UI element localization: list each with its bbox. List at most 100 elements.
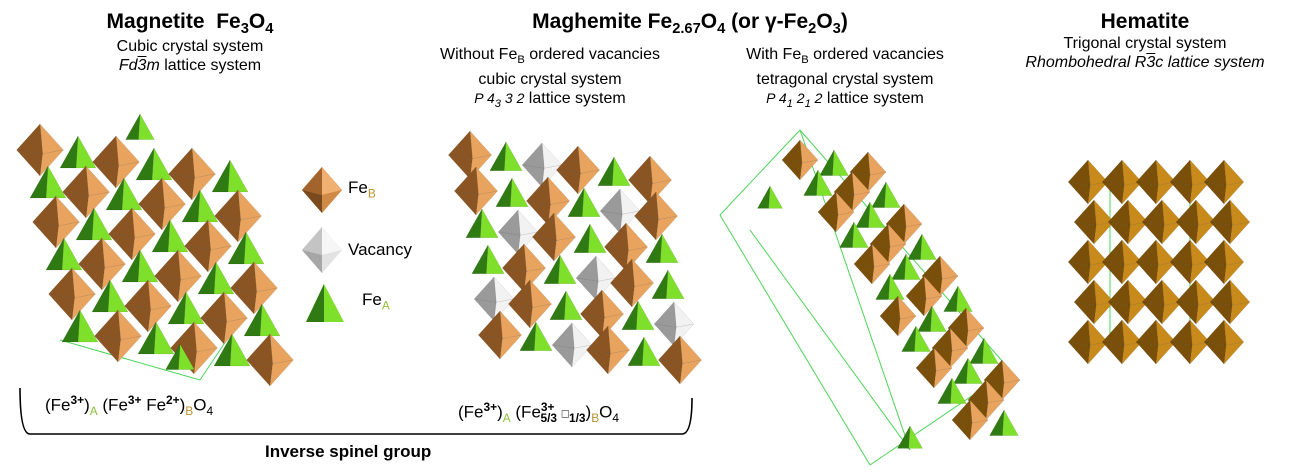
fe-b-octahedron: [655, 215, 679, 241]
fe-b-octahedron: [131, 207, 156, 239]
fe-octahedron: [1101, 341, 1125, 365]
fe-b-octahedron: [214, 189, 241, 221]
fe-b-octahedron: [191, 173, 217, 201]
unit-cell-edge: [719, 129, 801, 216]
hematite-lattice-system: Rhombohedral R3c lattice system: [1025, 54, 1265, 71]
fe-octahedron: [1195, 221, 1217, 245]
fe-b-octahedron: [1001, 379, 1021, 401]
fe-octahedron: [1073, 301, 1097, 325]
fe-a-tetrahedron: [819, 149, 835, 176]
fe-b-octahedron: [447, 154, 473, 180]
fe-b-octahedron: [923, 295, 943, 317]
hematite-structure-illustration: [1067, 159, 1251, 365]
fe-octahedron: [1093, 279, 1115, 306]
fe-octahedron: [1087, 261, 1109, 285]
fe-octahedron: [1141, 301, 1165, 325]
fe-a-tetrahedron: [165, 343, 181, 370]
fe-octahedron: [1101, 319, 1125, 346]
maghemite-tetragonal-structure-illustration: [719, 129, 1021, 466]
fe-b-octahedron: [107, 233, 135, 261]
fe-a-tetrahedron: [243, 303, 263, 337]
fe-octahedron: [1087, 319, 1109, 346]
fe-b-octahedron: [108, 207, 135, 239]
magnetite-crystal-system: Cubic crystal system: [116, 38, 264, 56]
fe-octahedron: [1195, 301, 1217, 325]
fe-b-octahedron: [39, 149, 65, 177]
fe-a-tetrahedron: [756, 185, 771, 209]
fe-octahedron: [1141, 279, 1165, 306]
fe-a-tetrahedron: [839, 221, 855, 248]
fe-b-octahedron: [31, 221, 59, 249]
fe-octahedron: [1209, 279, 1233, 306]
fe-a-tetrahedron: [659, 233, 679, 264]
fe-a-tetrahedron: [581, 187, 601, 218]
fe-octahedron: [1155, 181, 1177, 205]
fe-a-tetrahedron: [969, 337, 985, 364]
fe-a-tetrahedron: [891, 253, 907, 280]
fe-octahedron: [1087, 181, 1109, 205]
fe-a-tetrahedron: [937, 377, 953, 404]
fe-a-tetrahedron: [213, 333, 233, 367]
fe-b-octahedron: [207, 245, 233, 273]
fe-octahedron: [1087, 341, 1109, 365]
fe-a-tetrahedron: [917, 305, 933, 332]
fe-a-tetrahedron: [489, 141, 507, 172]
fe-b-octahedron: [223, 317, 249, 345]
fe-a-tetrahedron: [151, 219, 171, 253]
fe-b-octahedron: [269, 359, 295, 387]
fe-b-octahedron: [453, 166, 479, 195]
vacancy-octahedron: [673, 301, 695, 328]
fe-a-tetrahedron: [45, 237, 65, 271]
fe-octahedron: [1195, 279, 1217, 306]
fe-a-tetrahedron: [868, 201, 885, 228]
fe-a-tetrahedron: [651, 269, 669, 300]
fe-a-tetrahedron: [59, 135, 79, 169]
fe-octahedron: [1229, 221, 1251, 245]
fe-a-tetrahedron: [852, 221, 869, 248]
fe-b-octahedron: [871, 263, 891, 285]
fe-octahedron: [1067, 159, 1091, 186]
fe-octahedron: [1189, 261, 1211, 285]
fe-octahedron: [1223, 181, 1245, 205]
fe-octahedron: [1073, 199, 1097, 226]
fe-b-octahedron: [501, 267, 527, 293]
fe-b-octahedron: [933, 367, 953, 389]
fe-a-tetrahedron: [91, 279, 111, 313]
fe-b-octahedron: [85, 165, 110, 197]
fe-b-octahedron: [965, 327, 985, 349]
fe-a-tetrahedron: [597, 156, 615, 187]
fe-b-octahedron: [147, 305, 173, 333]
legend-fe-a-label: FeA: [362, 290, 390, 313]
fe-octahedron: [1189, 181, 1211, 205]
fe-octahedron: [1067, 341, 1091, 365]
fe-b-octahedron: [985, 399, 1005, 421]
fe-a-tetrahedron: [966, 357, 983, 384]
fe-octahedron: [1175, 301, 1199, 325]
magnetite-title: Magnetite Fe3O4: [106, 10, 274, 38]
fe-a-tetrahedron: [137, 321, 157, 355]
fe-a-tetrahedron: [105, 177, 125, 211]
fe-b-octahedron: [835, 211, 855, 233]
magnetite-formula: (Fe3+)A (Fe3+ Fe2+)BO4: [45, 393, 214, 419]
fe-b-octahedron: [607, 349, 631, 375]
hematite-crystal-system: Trigonal crystal system: [1063, 35, 1227, 52]
fe-b-octahedron: [124, 279, 151, 311]
fe-b-octahedron: [851, 191, 871, 213]
fe-a-tetrahedron: [907, 233, 923, 260]
fe-a-tetrahedron: [197, 261, 217, 295]
fe-b-octahedron: [55, 195, 80, 227]
fe-octahedron: [1161, 279, 1183, 306]
fe-a-tetrahedron: [227, 231, 247, 265]
fe-octahedron: [1155, 261, 1177, 285]
fe-b-octahedron: [138, 177, 165, 209]
hematite-header: Hematite Trigonal crystal system Rhomboh…: [1000, 10, 1290, 72]
fe-a-tetrahedron: [573, 223, 591, 254]
fe-b-octahedron: [887, 243, 907, 265]
fe-b-octahedron: [237, 215, 263, 243]
fe-octahedron: [1229, 301, 1251, 325]
fe-a-tetrahedron: [645, 233, 663, 264]
fe-octahedron: [1223, 341, 1245, 365]
unit-cell-edge: [719, 214, 871, 466]
fe-a-tetrahedron: [125, 113, 141, 140]
